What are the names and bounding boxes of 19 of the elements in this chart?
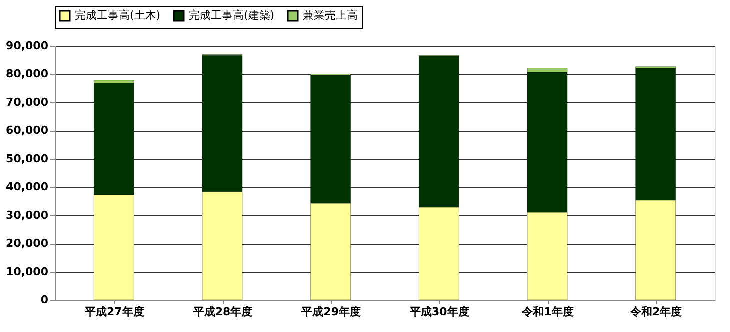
- x-tick-label: 令和1年度: [521, 306, 574, 318]
- y-tick-label: 90,000: [6, 40, 49, 52]
- y-tick-label: 60,000: [6, 124, 49, 138]
- y-tick-label: 70,000: [6, 96, 49, 109]
- x-tick-label: 令和2年度: [630, 306, 682, 318]
- x-tick-label: 平成30年度: [409, 306, 470, 318]
- y-tick-label: 30,000: [6, 208, 49, 222]
- y-tick-label: 20,000: [6, 237, 49, 250]
- x-tick-label: 平成28年度: [192, 306, 253, 318]
- y-tick-label: 0: [40, 294, 49, 306]
- legend-label: 完成工事高(土木): [75, 9, 161, 22]
- y-tick-label: 80,000: [6, 68, 49, 81]
- x-tick-label: 平成27年度: [84, 306, 144, 318]
- x-tick-label: 平成29年度: [300, 306, 361, 318]
- y-tick-label: 10,000: [6, 265, 49, 278]
- legend-label: 兼業売上高: [303, 9, 358, 22]
- y-tick-label: 40,000: [6, 180, 49, 194]
- y-tick-label: 50,000: [6, 152, 49, 166]
- legend-label: 完成工事高(建築): [189, 9, 275, 22]
